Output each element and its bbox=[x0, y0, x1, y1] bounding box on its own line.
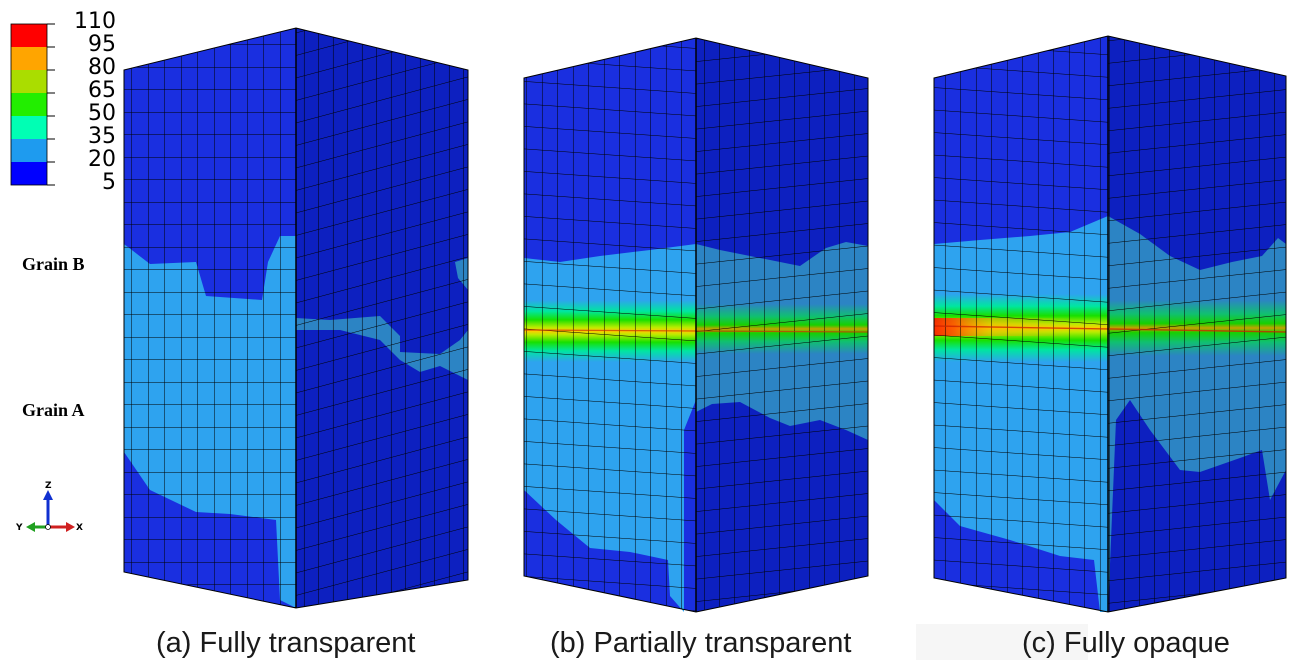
legend-tick-label: 50 bbox=[88, 101, 116, 126]
legend-border bbox=[10, 23, 48, 186]
panel-c-front-face bbox=[934, 36, 1108, 612]
panel-a-side-face bbox=[296, 28, 468, 608]
panel-c bbox=[933, 35, 1287, 613]
triad-origin bbox=[45, 524, 51, 530]
legend-tick-label: 20 bbox=[88, 147, 116, 172]
legend-swatch bbox=[11, 93, 47, 116]
legend-tick-label: 95 bbox=[88, 32, 116, 57]
axis-triad: Z Y X bbox=[15, 481, 83, 533]
panel-b-side-face bbox=[696, 38, 868, 612]
caption-b: (b) Partially transparent bbox=[550, 627, 851, 659]
panel-a-front-face bbox=[124, 28, 296, 608]
panel-b bbox=[523, 37, 869, 613]
y-axis-arrowhead bbox=[26, 522, 35, 532]
x-axis-arrowhead bbox=[66, 522, 75, 532]
y-axis-label: Y bbox=[15, 523, 23, 533]
z-axis-label: Z bbox=[45, 481, 52, 491]
panel-c-interface-line bbox=[933, 325, 1287, 333]
legend-tick-label: 80 bbox=[88, 55, 116, 80]
panel-a bbox=[123, 27, 469, 609]
panel-c-side-face bbox=[1108, 36, 1286, 612]
z-axis-arrowhead bbox=[43, 490, 53, 500]
legend-swatch bbox=[11, 162, 47, 185]
caption-c: (c) Fully opaque bbox=[1022, 627, 1230, 659]
legend-swatch bbox=[11, 116, 47, 139]
x-axis-label: X bbox=[76, 523, 83, 533]
grain-a-label: Grain A bbox=[22, 400, 85, 420]
legend-swatch bbox=[11, 24, 47, 47]
grain-b-label: Grain B bbox=[22, 254, 85, 274]
legend-swatch bbox=[11, 47, 47, 70]
legend-tick-label: 110 bbox=[74, 9, 116, 34]
caption-c-backdrop bbox=[916, 624, 1088, 660]
legend-tick-label: 35 bbox=[88, 124, 116, 149]
legend-tick-label: 65 bbox=[88, 78, 116, 103]
legend-tick-label: 5 bbox=[102, 170, 116, 195]
caption-a: (a) Fully transparent bbox=[156, 627, 416, 659]
panel-b-front-face bbox=[524, 38, 696, 612]
legend-swatch bbox=[11, 70, 47, 93]
legend-swatch bbox=[11, 139, 47, 162]
legend-swatches bbox=[10, 23, 48, 186]
